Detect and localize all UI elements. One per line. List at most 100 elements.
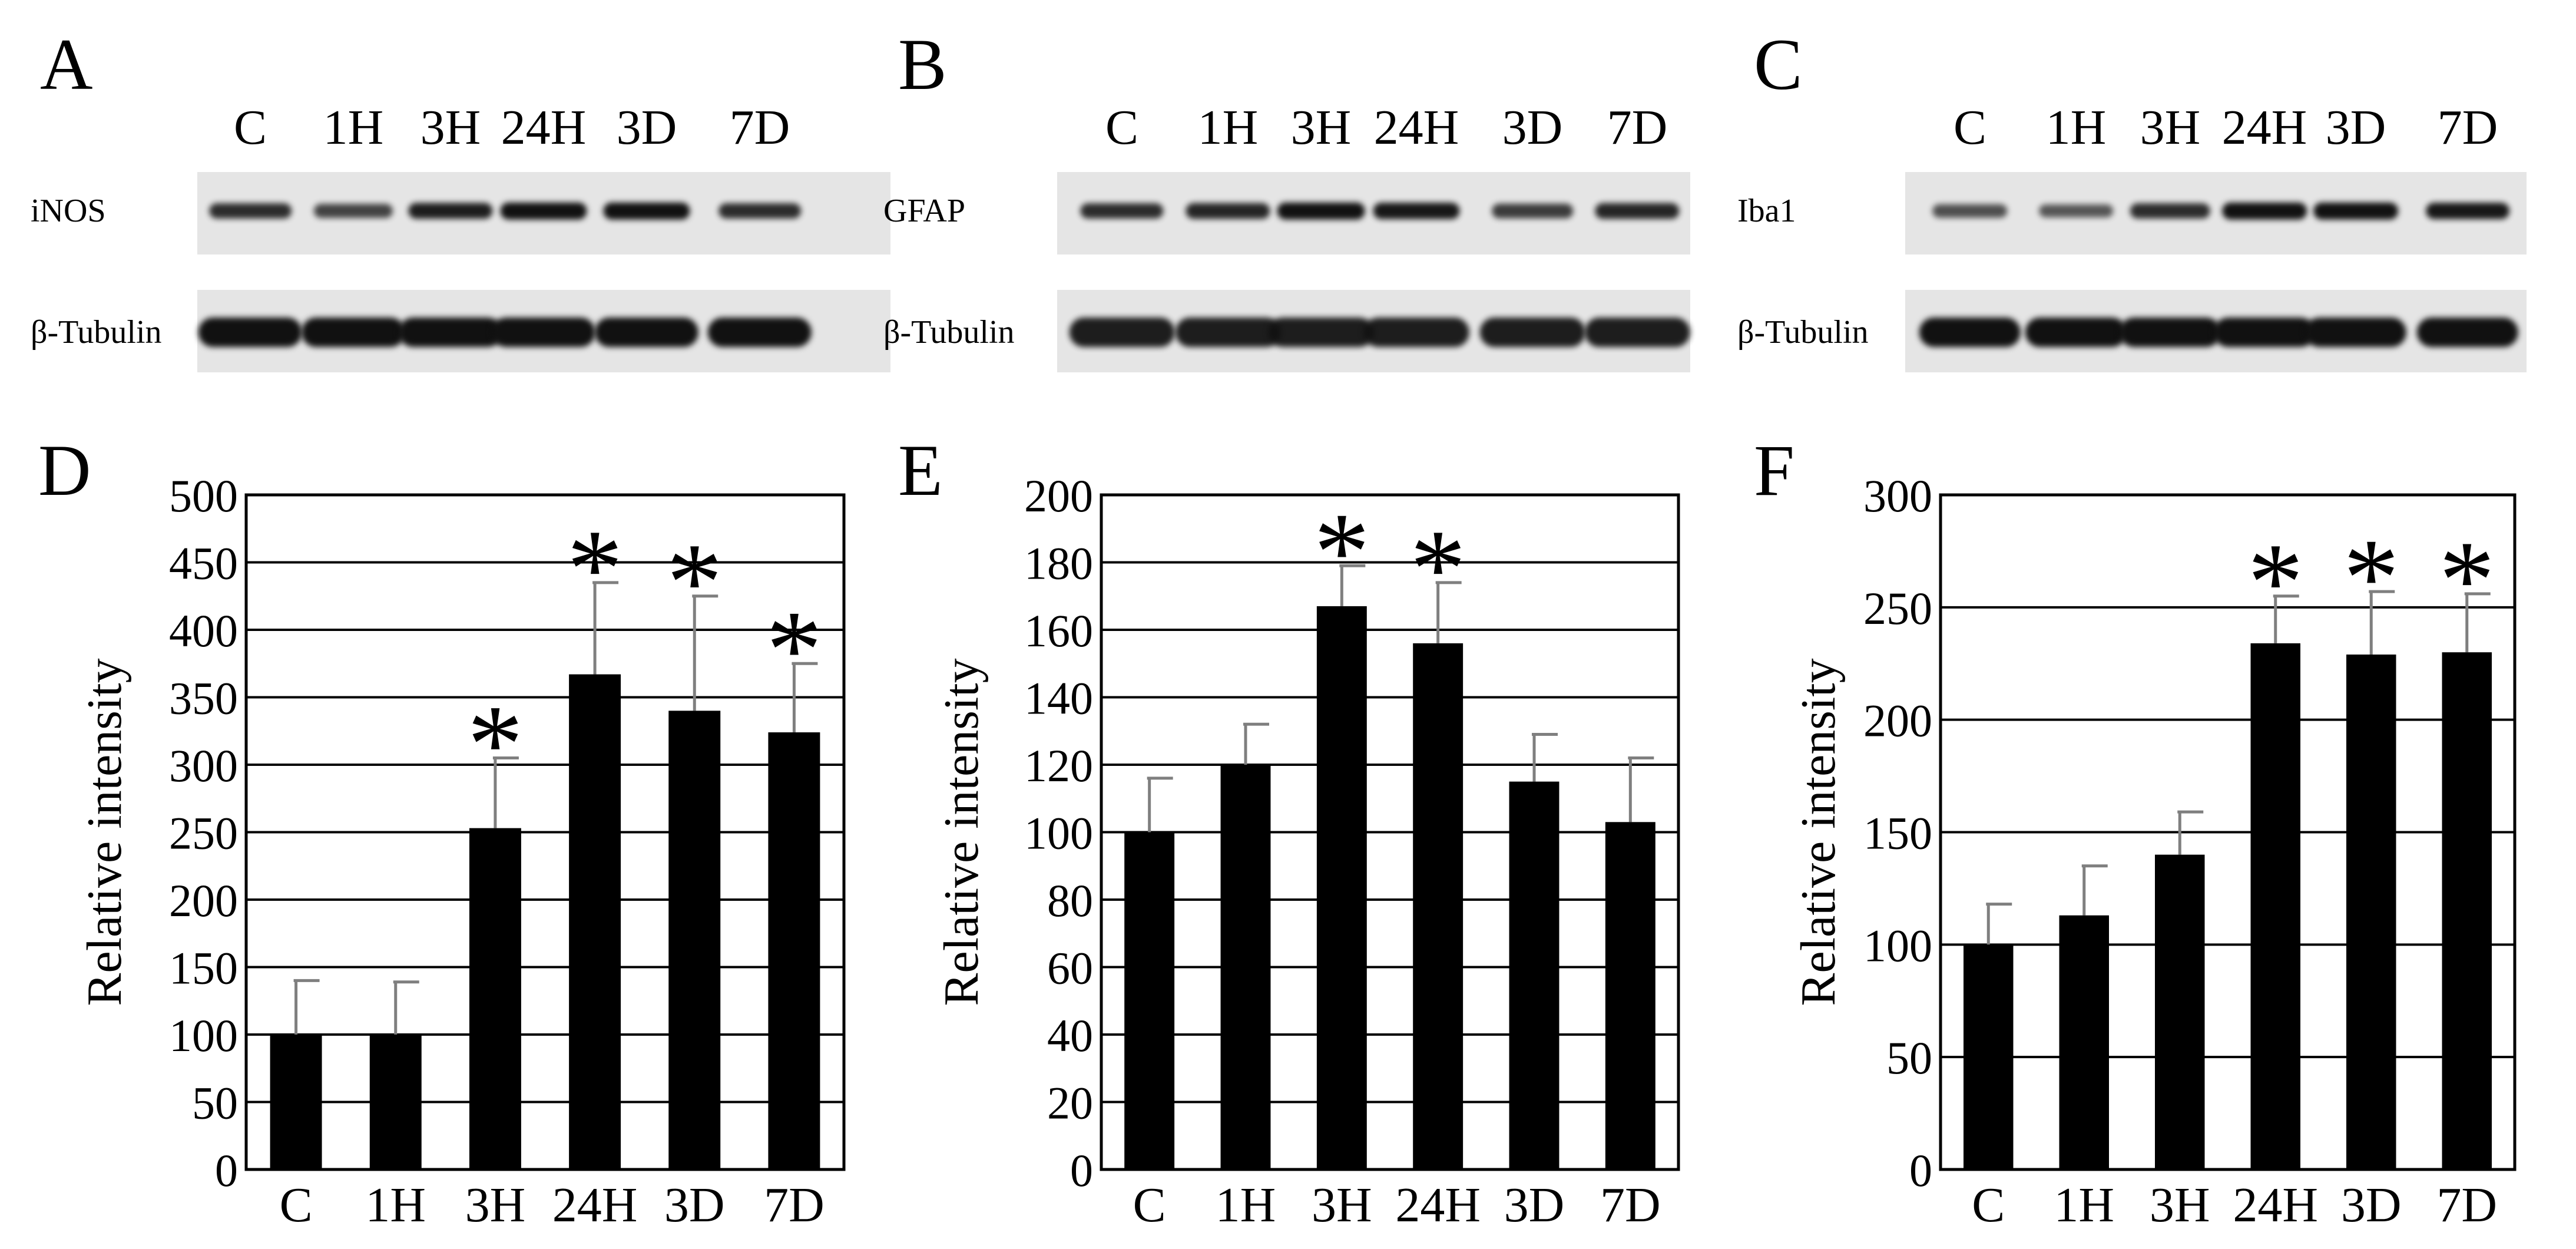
lane-label: 3D bbox=[1502, 100, 1563, 155]
lane-label: 3H bbox=[420, 100, 481, 155]
x-tick-label: 1H bbox=[2054, 1178, 2114, 1233]
blot-band bbox=[408, 203, 493, 219]
x-tick-label: C bbox=[1133, 1178, 1166, 1233]
lane-label: 24H bbox=[2221, 100, 2307, 155]
blot-band bbox=[1932, 204, 2008, 218]
y-tick-label: 160 bbox=[1024, 605, 1093, 656]
blot-band bbox=[313, 203, 393, 219]
blot-band bbox=[1584, 318, 1690, 347]
blot-band bbox=[398, 318, 503, 347]
y-tick-label: 180 bbox=[1024, 538, 1093, 589]
x-tick-label: 3D bbox=[2341, 1178, 2402, 1233]
x-tick-label: 24H bbox=[1395, 1178, 1481, 1233]
significance-asterisk: * bbox=[567, 507, 623, 631]
y-tick-label: 140 bbox=[1024, 673, 1093, 724]
bar bbox=[2059, 915, 2109, 1169]
y-tick-label: 200 bbox=[169, 875, 238, 926]
significance-asterisk: * bbox=[1410, 507, 1466, 631]
y-axis-label: Relative intensity bbox=[1791, 658, 1846, 1006]
y-tick-label: 40 bbox=[1047, 1010, 1093, 1061]
blot-band bbox=[1080, 203, 1164, 219]
blot-band bbox=[2039, 204, 2113, 218]
x-tick-label: 3H bbox=[465, 1178, 526, 1233]
lane-label: 1H bbox=[323, 100, 384, 155]
y-tick-label: 0 bbox=[1070, 1145, 1093, 1196]
bar bbox=[1124, 832, 1175, 1169]
bar bbox=[768, 732, 820, 1169]
bar bbox=[1605, 822, 1655, 1169]
y-tick-label: 100 bbox=[1863, 920, 1932, 971]
lane-label: 3H bbox=[1290, 100, 1352, 155]
y-tick-label: 100 bbox=[169, 1010, 238, 1061]
lane-label: C bbox=[1105, 100, 1139, 155]
significance-asterisk: * bbox=[2343, 516, 2399, 640]
blot-band bbox=[1492, 203, 1573, 219]
y-tick-label: 400 bbox=[169, 605, 238, 656]
significance-asterisk: * bbox=[2247, 521, 2303, 645]
blot-band bbox=[2025, 318, 2127, 347]
blot-band bbox=[1919, 318, 2021, 347]
y-tick-label: 120 bbox=[1024, 740, 1093, 791]
bar bbox=[1316, 606, 1367, 1169]
y-axis-label: Relative intensity bbox=[77, 658, 132, 1006]
y-tick-label: 0 bbox=[215, 1145, 238, 1196]
y-tick-label: 250 bbox=[169, 808, 238, 859]
significance-asterisk: * bbox=[1314, 490, 1370, 614]
lane-label: C bbox=[1953, 100, 1987, 155]
significance-asterisk: * bbox=[667, 521, 723, 645]
panel-letter-b: B bbox=[898, 24, 947, 105]
bar bbox=[2442, 652, 2492, 1169]
blot-band bbox=[198, 318, 303, 347]
significance-asterisk: * bbox=[2439, 518, 2495, 642]
x-tick-label: 3H bbox=[2150, 1178, 2210, 1233]
blot-band bbox=[1373, 203, 1460, 219]
blot-band bbox=[707, 318, 812, 347]
blot-band bbox=[1175, 318, 1281, 347]
lane-label: 1H bbox=[1197, 100, 1259, 155]
loading-control-label: β-Tubulin bbox=[31, 314, 162, 351]
y-tick-label: 80 bbox=[1047, 875, 1093, 926]
lane-label: 7D bbox=[2437, 100, 2498, 155]
x-tick-label: 3D bbox=[664, 1178, 725, 1233]
y-tick-label: 250 bbox=[1863, 583, 1932, 634]
y-tick-label: 50 bbox=[192, 1078, 238, 1129]
y-tick-label: 350 bbox=[169, 673, 238, 724]
blot-band bbox=[1363, 318, 1469, 347]
lane-label: 1H bbox=[2045, 100, 2107, 155]
x-tick-label: 3H bbox=[1312, 1178, 1372, 1233]
panel-letter-d: D bbox=[38, 430, 91, 511]
lane-label: 3D bbox=[2325, 100, 2386, 155]
blot-band bbox=[1069, 318, 1175, 347]
blot-band bbox=[2305, 318, 2407, 347]
blot-band bbox=[1186, 203, 1270, 219]
plot-frame bbox=[1939, 493, 2517, 1171]
plot-frame bbox=[1100, 493, 1680, 1171]
bar bbox=[2155, 854, 2205, 1169]
panel-letter-a: A bbox=[40, 24, 93, 105]
blot-band bbox=[500, 202, 587, 220]
y-tick-label: 500 bbox=[169, 470, 238, 521]
lane-label: 7D bbox=[1607, 100, 1668, 155]
y-axis-label: Relative intensity bbox=[934, 658, 989, 1006]
lane-label: C bbox=[233, 100, 267, 155]
blot-band bbox=[2426, 203, 2509, 219]
blot-band bbox=[2119, 318, 2221, 347]
protein-label: GFAP bbox=[883, 193, 966, 229]
bar bbox=[1964, 944, 2014, 1169]
x-tick-label: 7D bbox=[764, 1178, 825, 1233]
x-tick-label: 1H bbox=[1216, 1178, 1276, 1233]
lane-label: 24H bbox=[501, 100, 587, 155]
blot-band bbox=[2416, 318, 2519, 347]
x-tick-label: 3D bbox=[1504, 1178, 1565, 1233]
bar bbox=[2346, 654, 2396, 1169]
bar bbox=[270, 1035, 322, 1169]
bar bbox=[469, 828, 521, 1169]
lane-label: 3D bbox=[616, 100, 677, 155]
blot-band bbox=[491, 318, 596, 347]
y-tick-label: 300 bbox=[1863, 470, 1932, 521]
y-tick-label: 100 bbox=[1024, 808, 1093, 859]
bar bbox=[1509, 781, 1559, 1169]
blot-band bbox=[2313, 202, 2398, 220]
x-tick-label: 1H bbox=[365, 1178, 426, 1233]
